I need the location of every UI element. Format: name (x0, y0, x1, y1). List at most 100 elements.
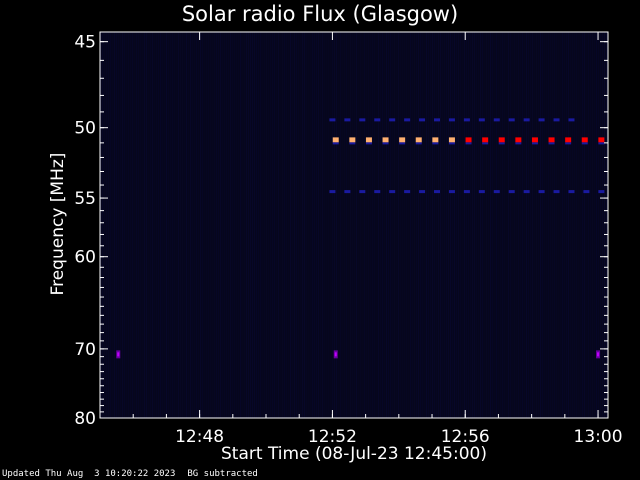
noise-stripe (106, 32, 107, 418)
noise-stripe (484, 32, 485, 418)
noise-stripe (512, 32, 513, 418)
noise-stripe (596, 32, 597, 418)
noise-stripe (474, 32, 475, 418)
noise-stripe (456, 32, 457, 418)
x-axis-label: Start Time (08-Jul-23 12:45:00) (221, 444, 487, 464)
noise-stripe (216, 32, 217, 418)
noise-stripe (386, 32, 387, 418)
feature-dash (434, 118, 441, 122)
feature-dash (565, 137, 572, 143)
feature-dash (404, 190, 411, 194)
noise-stripe (440, 32, 441, 418)
noise-stripe (388, 32, 389, 418)
noise-stripe (256, 32, 257, 418)
feature-dash (493, 118, 500, 122)
noise-stripe (282, 32, 283, 418)
noise-stripe (418, 32, 419, 418)
x-tick-label: 13:00 (574, 427, 623, 447)
noise-stripe (590, 32, 591, 418)
noise-stripe (126, 32, 127, 418)
noise-stripe (174, 32, 175, 418)
noise-stripe (482, 32, 483, 418)
noise-stripe (124, 32, 125, 418)
feature-dash-edge (531, 142, 538, 145)
noise-stripe (270, 32, 271, 418)
noise-stripe (582, 32, 583, 418)
feature-dash (581, 137, 588, 143)
noise-stripe (198, 32, 199, 418)
noise-stripe (158, 32, 159, 418)
feature-dash (448, 137, 455, 143)
noise-stripe (242, 32, 243, 418)
feature-dash-edge (565, 142, 572, 145)
feature-dash (419, 118, 426, 122)
noise-stripe (404, 32, 405, 418)
noise-stripe (438, 32, 439, 418)
noise-stripe (416, 32, 417, 418)
noise-stripe (464, 32, 465, 418)
noise-stripe (358, 32, 359, 418)
noise-stripe (184, 32, 185, 418)
noise-stripe (210, 32, 211, 418)
feature-dash (493, 190, 500, 194)
noise-stripe (562, 32, 563, 418)
noise-stripe (136, 32, 137, 418)
feature-dash (523, 190, 530, 194)
noise-stripe (152, 32, 153, 418)
y-tick-label: 80 (74, 409, 96, 429)
noise-stripe (224, 32, 225, 418)
noise-stripe (364, 32, 365, 418)
noise-stripe (458, 32, 459, 418)
noise-stripe (228, 32, 229, 418)
noise-stripe (118, 32, 119, 418)
noise-stripe (258, 32, 259, 418)
noise-stripe (120, 32, 121, 418)
y-tick-label: 50 (74, 119, 96, 139)
noise-stripe (172, 32, 173, 418)
noise-stripe (554, 32, 555, 418)
noise-stripe (312, 32, 313, 418)
noise-stripe (472, 32, 473, 418)
feature-dash-edge (548, 142, 555, 145)
feature-dash (419, 190, 426, 194)
feature-dash (374, 118, 381, 122)
noise-stripe (294, 32, 295, 418)
noise-stripe (534, 32, 535, 418)
feature-dash-edge (382, 142, 389, 145)
feature-dash (531, 137, 538, 143)
feature-dash (553, 190, 560, 194)
noise-stripe (468, 32, 469, 418)
feature-dash (598, 137, 605, 143)
noise-stripe (470, 32, 471, 418)
feature-dash (548, 137, 555, 143)
feature-dash (359, 118, 366, 122)
noise-stripe (414, 32, 415, 418)
noise-stripe (564, 32, 565, 418)
feature-dash (568, 118, 575, 122)
noise-stripe (322, 32, 323, 418)
noise-stripe (382, 32, 383, 418)
noise-stripe (332, 32, 333, 418)
feature-dash (344, 190, 351, 194)
feature-dash (432, 137, 439, 143)
noise-stripe (600, 32, 601, 418)
noise-stripe (480, 32, 481, 418)
feature-dash (389, 190, 396, 194)
noise-stripe (502, 32, 503, 418)
noise-stripe (252, 32, 253, 418)
noise-stripe (436, 32, 437, 418)
noise-stripe (138, 32, 139, 418)
heatmap-area (100, 32, 608, 418)
noise-stripe (246, 32, 247, 418)
noise-stripe (576, 32, 577, 418)
noise-stripe (460, 32, 461, 418)
noise-stripe (574, 32, 575, 418)
feature-dash-edge (581, 142, 588, 145)
noise-stripe (362, 32, 363, 418)
x-tick-label: 12:52 (308, 427, 357, 447)
noise-stripe (374, 32, 375, 418)
noise-stripe (208, 32, 209, 418)
noise-stripe (476, 32, 477, 418)
noise-stripe (188, 32, 189, 418)
feature-dash-edge (598, 142, 605, 145)
